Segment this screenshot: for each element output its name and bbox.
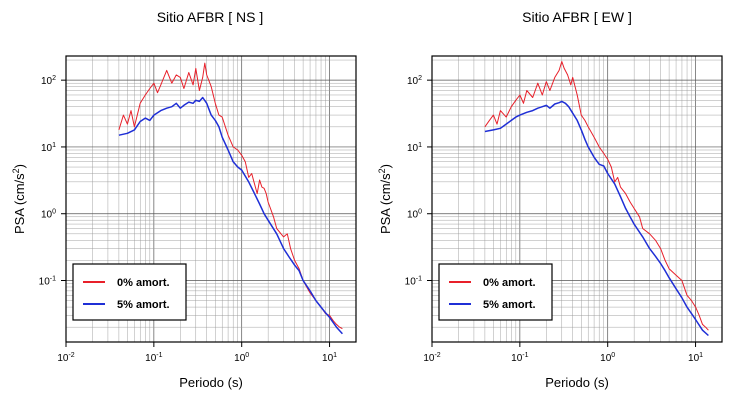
y-label-sup: 2 xyxy=(11,168,21,173)
tick-base: 10 xyxy=(57,353,69,364)
y-label-end: ) xyxy=(378,164,393,168)
tick-base: 10 xyxy=(688,353,700,364)
tick-base: 10 xyxy=(407,210,419,221)
tick-exponent: 2 xyxy=(52,75,56,82)
tick-exponent: 1 xyxy=(699,352,703,359)
y-label-main: PSA (cm/s xyxy=(378,173,393,234)
tick-exponent: -1 xyxy=(156,352,162,359)
x-axis-label: Periodo (s) xyxy=(545,375,609,390)
y-tick-label: 102 xyxy=(407,75,422,87)
series-line-blue xyxy=(118,96,343,335)
tick-base: 10 xyxy=(234,353,246,364)
legend-box xyxy=(438,263,553,321)
y-axis-label: PSA (cm/s2) xyxy=(377,164,393,234)
series-line-red xyxy=(484,61,709,331)
tick-exponent: 1 xyxy=(418,142,422,149)
tick-exponent: -2 xyxy=(434,352,440,359)
legend-label: 5% amort. xyxy=(117,299,170,311)
tick-base: 10 xyxy=(39,277,51,288)
y-tick-label: 10-1 xyxy=(39,276,56,288)
y-tick-label: 101 xyxy=(407,142,422,154)
legend-box xyxy=(72,263,187,321)
tick-exponent: -2 xyxy=(68,352,74,359)
y-label-end: ) xyxy=(12,164,27,168)
tick-base: 10 xyxy=(41,210,53,221)
x-tick-label: 100 xyxy=(600,352,615,364)
tick-exponent: -1 xyxy=(50,276,56,283)
tick-exponent: -1 xyxy=(522,352,528,359)
x-tick-label: 101 xyxy=(322,352,337,364)
chart-panel-2: Sitio AFBR [ EW ]10-2 10-1 100 10110-110010… xyxy=(377,9,723,390)
x-tick-label: 100 xyxy=(234,352,249,364)
tick-base: 10 xyxy=(41,76,53,87)
y-tick-label: 102 xyxy=(41,75,56,87)
x-tick-label: 10-1 xyxy=(511,352,528,364)
x-tick-label: 10-2 xyxy=(57,352,74,364)
x-tick-label: 10-1 xyxy=(145,352,162,364)
legend-label: 0% amort. xyxy=(117,277,170,289)
tick-base: 10 xyxy=(405,277,417,288)
tick-exponent: 0 xyxy=(52,209,56,216)
tick-exponent: 0 xyxy=(245,352,249,359)
tick-base: 10 xyxy=(41,143,53,154)
y-tick-label: 101 xyxy=(41,142,56,154)
legend-label: 0% amort. xyxy=(483,277,536,289)
grid xyxy=(65,56,357,342)
legend: 0% amort. 5% amort. xyxy=(438,263,553,321)
plot-frame xyxy=(65,55,357,343)
x-tick-label: 101 xyxy=(688,352,703,364)
tick-base: 10 xyxy=(407,76,419,87)
tick-base: 10 xyxy=(322,353,334,364)
legend-label: 5% amort. xyxy=(483,299,536,311)
chart-title: Sitio AFBR [ NS ] xyxy=(157,9,264,25)
tick-exponent: 1 xyxy=(333,352,337,359)
x-axis-label: Periodo (s) xyxy=(179,375,243,390)
plot-frame xyxy=(431,55,723,343)
legend: 0% amort. 5% amort. xyxy=(72,263,187,321)
y-tick-label: 10-1 xyxy=(405,276,422,288)
y-tick-label: 100 xyxy=(41,209,56,221)
chart-panel-1: Sitio AFBR [ NS ]10-2 10-1 100 10110-110010… xyxy=(11,9,357,390)
chart-title: Sitio AFBR [ EW ] xyxy=(522,9,632,25)
tick-exponent: 0 xyxy=(418,209,422,216)
tick-base: 10 xyxy=(511,353,523,364)
tick-exponent: 0 xyxy=(611,352,615,359)
tick-exponent: 2 xyxy=(418,75,422,82)
tick-exponent: -1 xyxy=(416,276,422,283)
y-label-main: PSA (cm/s xyxy=(12,173,27,234)
series-line-blue xyxy=(484,100,709,337)
y-axis-label: PSA (cm/s2) xyxy=(11,164,27,234)
y-label-sup: 2 xyxy=(377,168,387,173)
tick-exponent: 1 xyxy=(52,142,56,149)
x-tick-label: 10-2 xyxy=(423,352,440,364)
tick-base: 10 xyxy=(407,143,419,154)
tick-base: 10 xyxy=(600,353,612,364)
tick-base: 10 xyxy=(145,353,157,364)
y-tick-label: 100 xyxy=(407,209,422,221)
tick-base: 10 xyxy=(423,353,435,364)
